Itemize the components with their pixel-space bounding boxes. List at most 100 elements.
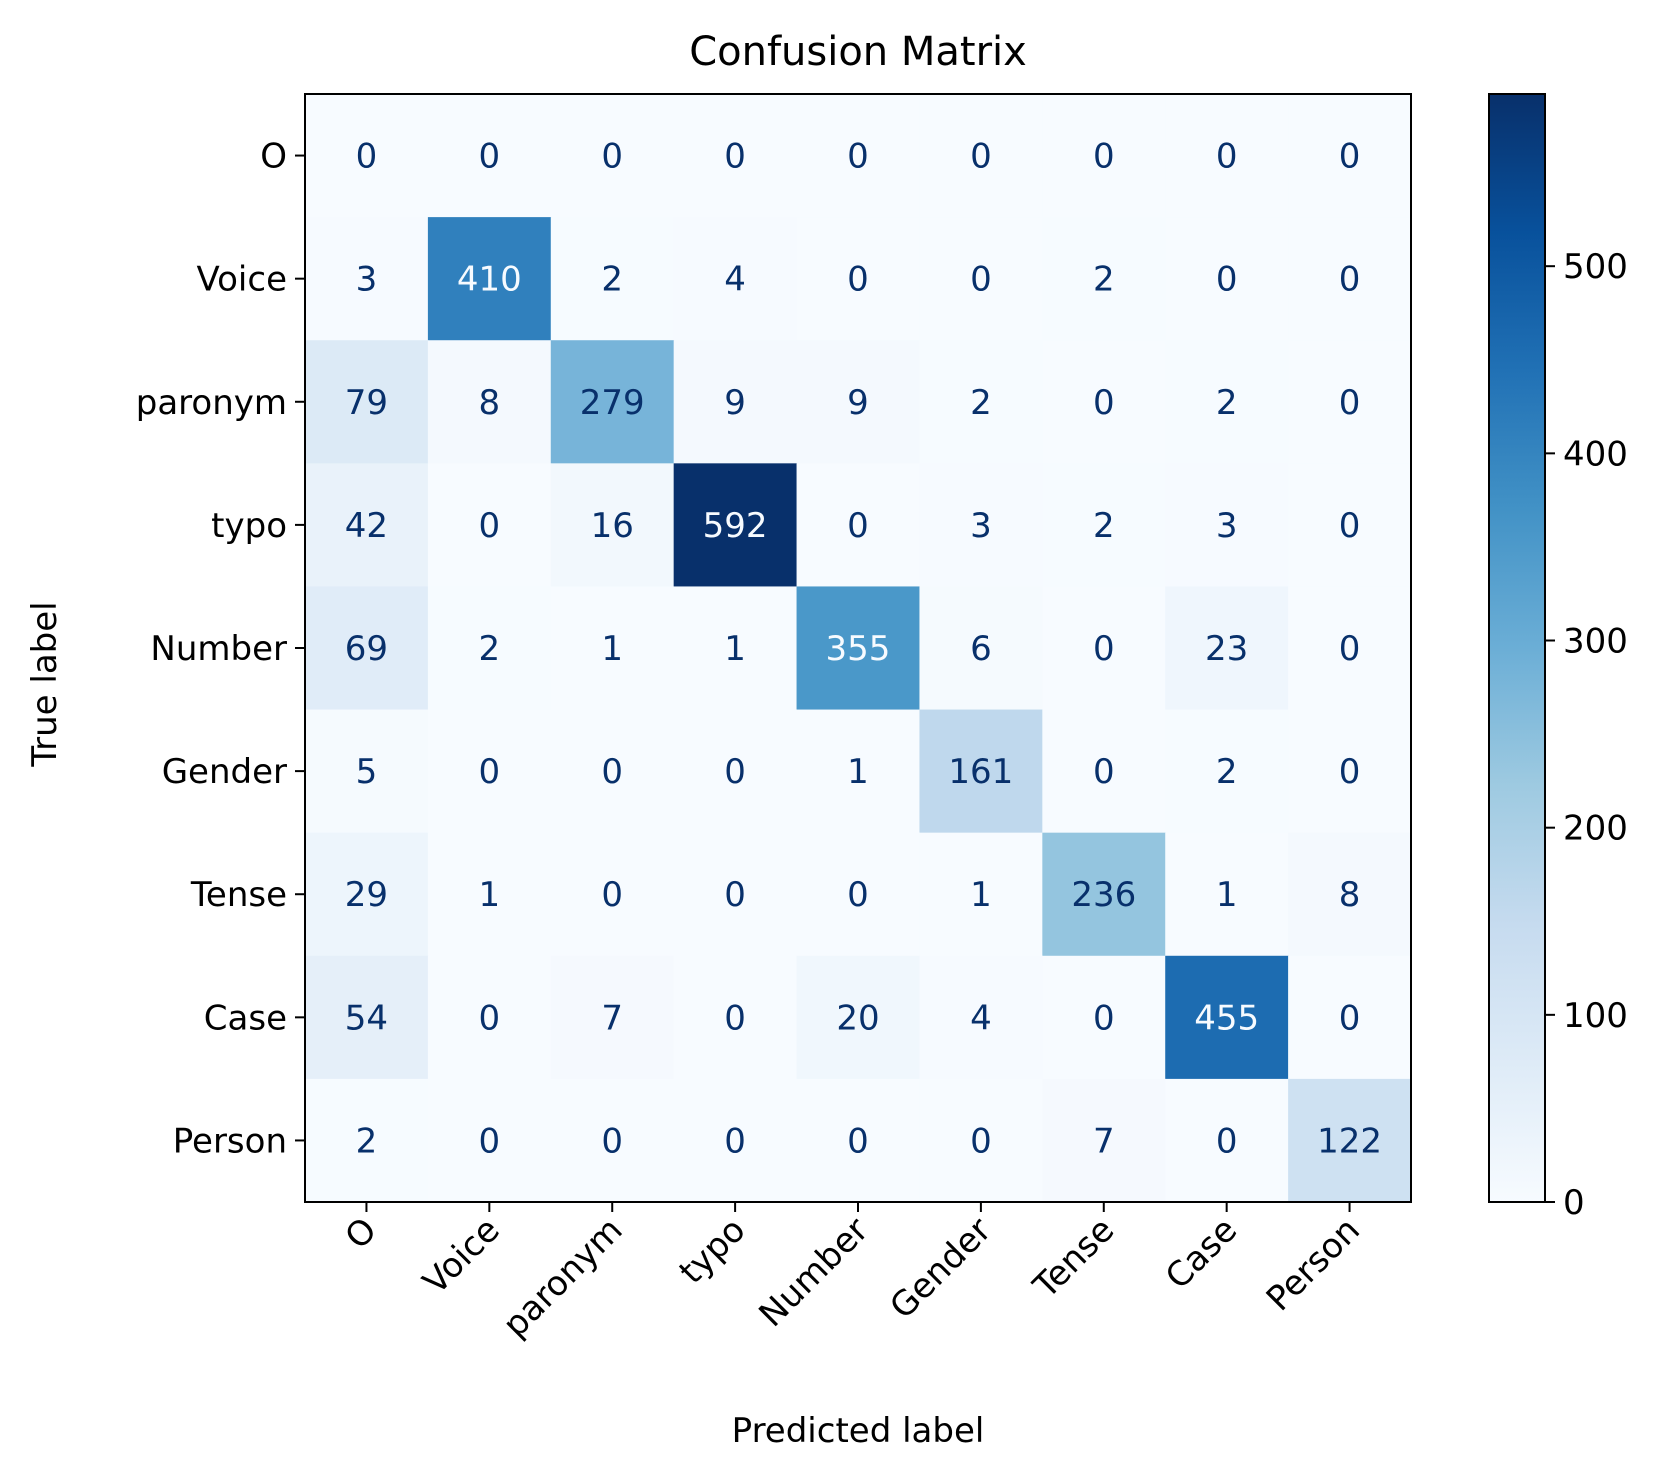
y-tick-label: O (260, 137, 287, 177)
heatmap-cell (919, 832, 1043, 957)
cell-value-label: 0 (1339, 998, 1361, 1038)
cell-value-label: 0 (1339, 752, 1361, 792)
heatmap-cell (919, 1078, 1043, 1203)
cell-value-label: 3 (1216, 506, 1238, 546)
heatmap-cell (1042, 586, 1166, 711)
cell-value-label: 2 (1216, 383, 1238, 423)
heatmap-cells (305, 94, 1412, 1203)
heatmap-cell (1165, 217, 1289, 341)
heatmap-cell (919, 463, 1043, 587)
cell-value-label: 592 (703, 506, 768, 546)
cell-value-label: 0 (479, 998, 501, 1038)
heatmap-cell (1042, 340, 1166, 464)
heatmap-cell (550, 832, 675, 957)
heatmap-cell (673, 832, 798, 957)
cell-value-label: 0 (601, 875, 623, 915)
cell-value-label: 2 (1216, 752, 1238, 792)
cell-value-label: 0 (356, 137, 378, 177)
heatmap-cell (796, 1078, 920, 1203)
cell-value-label: 7 (1093, 1121, 1115, 1161)
cell-value-label: 1 (970, 875, 992, 915)
cell-value-label: 3 (356, 260, 378, 300)
heatmap-cell (1288, 463, 1412, 587)
cell-value-label: 2 (1093, 260, 1115, 300)
colorbar-tick-label: 500 (1563, 247, 1628, 287)
cell-value-label: 0 (847, 260, 869, 300)
heatmap-cell (550, 709, 675, 834)
cell-value-label: 16 (591, 506, 634, 546)
cell-value-label: 7 (601, 998, 623, 1038)
x-axis-label: Predicted label (732, 1411, 985, 1451)
cell-value-label: 20 (836, 998, 879, 1038)
heatmap-cell (796, 463, 920, 587)
cell-value-label: 0 (1339, 506, 1361, 546)
heatmap-cell (427, 1078, 552, 1203)
cell-value-label: 0 (1093, 383, 1115, 423)
heatmap-cell (1288, 1078, 1412, 1203)
heatmap-cell (305, 955, 429, 1080)
heatmap-cell (919, 217, 1043, 341)
cell-value-label: 3 (970, 506, 992, 546)
cell-value-label: 161 (948, 752, 1013, 792)
heatmap-cell (1042, 832, 1166, 957)
heatmap-cell (1042, 94, 1166, 218)
heatmap-cell (550, 586, 675, 711)
heatmap-cell (1042, 955, 1166, 1080)
heatmap-cell (796, 709, 920, 834)
cell-value-label: 23 (1205, 629, 1248, 669)
cell-value-label: 0 (970, 1121, 992, 1161)
heatmap-cell (1042, 217, 1166, 341)
heatmap-cell (305, 586, 429, 711)
cell-value-label: 0 (724, 752, 746, 792)
heatmap-cell (673, 1078, 798, 1203)
cell-value-label: 4 (724, 260, 746, 300)
heatmap-cell (1288, 94, 1412, 218)
heatmap-cell (796, 94, 920, 218)
cell-value-label: 410 (457, 260, 522, 300)
cell-value-label: 0 (970, 137, 992, 177)
heatmap-cell (427, 94, 552, 218)
cell-value-label: 2 (601, 260, 623, 300)
heatmap-cell (550, 463, 675, 587)
cell-value-label: 0 (1216, 260, 1238, 300)
heatmap-cell (427, 709, 552, 834)
heatmap-cell (919, 709, 1043, 834)
heatmap-cell (673, 955, 798, 1080)
cell-value-label: 5 (356, 752, 378, 792)
cell-value-label: 6 (970, 629, 992, 669)
heatmap-cell (1165, 709, 1289, 834)
heatmap-cell (1042, 1078, 1166, 1203)
heatmap-cell (673, 586, 798, 711)
heatmap-cell (673, 709, 798, 834)
cell-value-label: 0 (847, 1121, 869, 1161)
cell-value-label: 2 (1093, 506, 1115, 546)
heatmap-cell (919, 955, 1043, 1080)
y-tick-label: Gender (162, 752, 287, 792)
cell-value-label: 0 (1093, 629, 1115, 669)
cell-value-label: 0 (479, 1121, 501, 1161)
cell-value-label: 0 (970, 260, 992, 300)
cell-value-label: 355 (826, 629, 891, 669)
heatmap-cell (550, 340, 675, 464)
heatmap-cell (427, 340, 552, 464)
heatmap-cell (673, 463, 798, 587)
heatmap-cell (1165, 340, 1289, 464)
cell-value-label: 0 (847, 506, 869, 546)
cell-value-label: 0 (1093, 752, 1115, 792)
cell-value-label: 79 (345, 383, 388, 423)
heatmap-cell (1165, 955, 1289, 1080)
heatmap-cell (919, 586, 1043, 711)
cell-value-label: 8 (1339, 875, 1361, 915)
cell-value-label: 0 (847, 137, 869, 177)
cell-value-label: 42 (345, 506, 388, 546)
cell-value-label: 0 (1216, 137, 1238, 177)
heatmap-cell (427, 586, 552, 711)
y-axis-ticks: O Voice paronym typo Number Gender Tense Case Pe… (136, 137, 305, 1161)
heatmap-cell (796, 832, 920, 957)
colorbar-ticks: 0 100 200 300 400 500 (1545, 247, 1628, 1223)
cell-value-label: 236 (1071, 875, 1136, 915)
cell-value-label: 1 (1216, 875, 1238, 915)
cell-value-label: 122 (1317, 1121, 1382, 1161)
heatmap-cell (1288, 340, 1412, 464)
cell-value-label: 9 (847, 383, 869, 423)
